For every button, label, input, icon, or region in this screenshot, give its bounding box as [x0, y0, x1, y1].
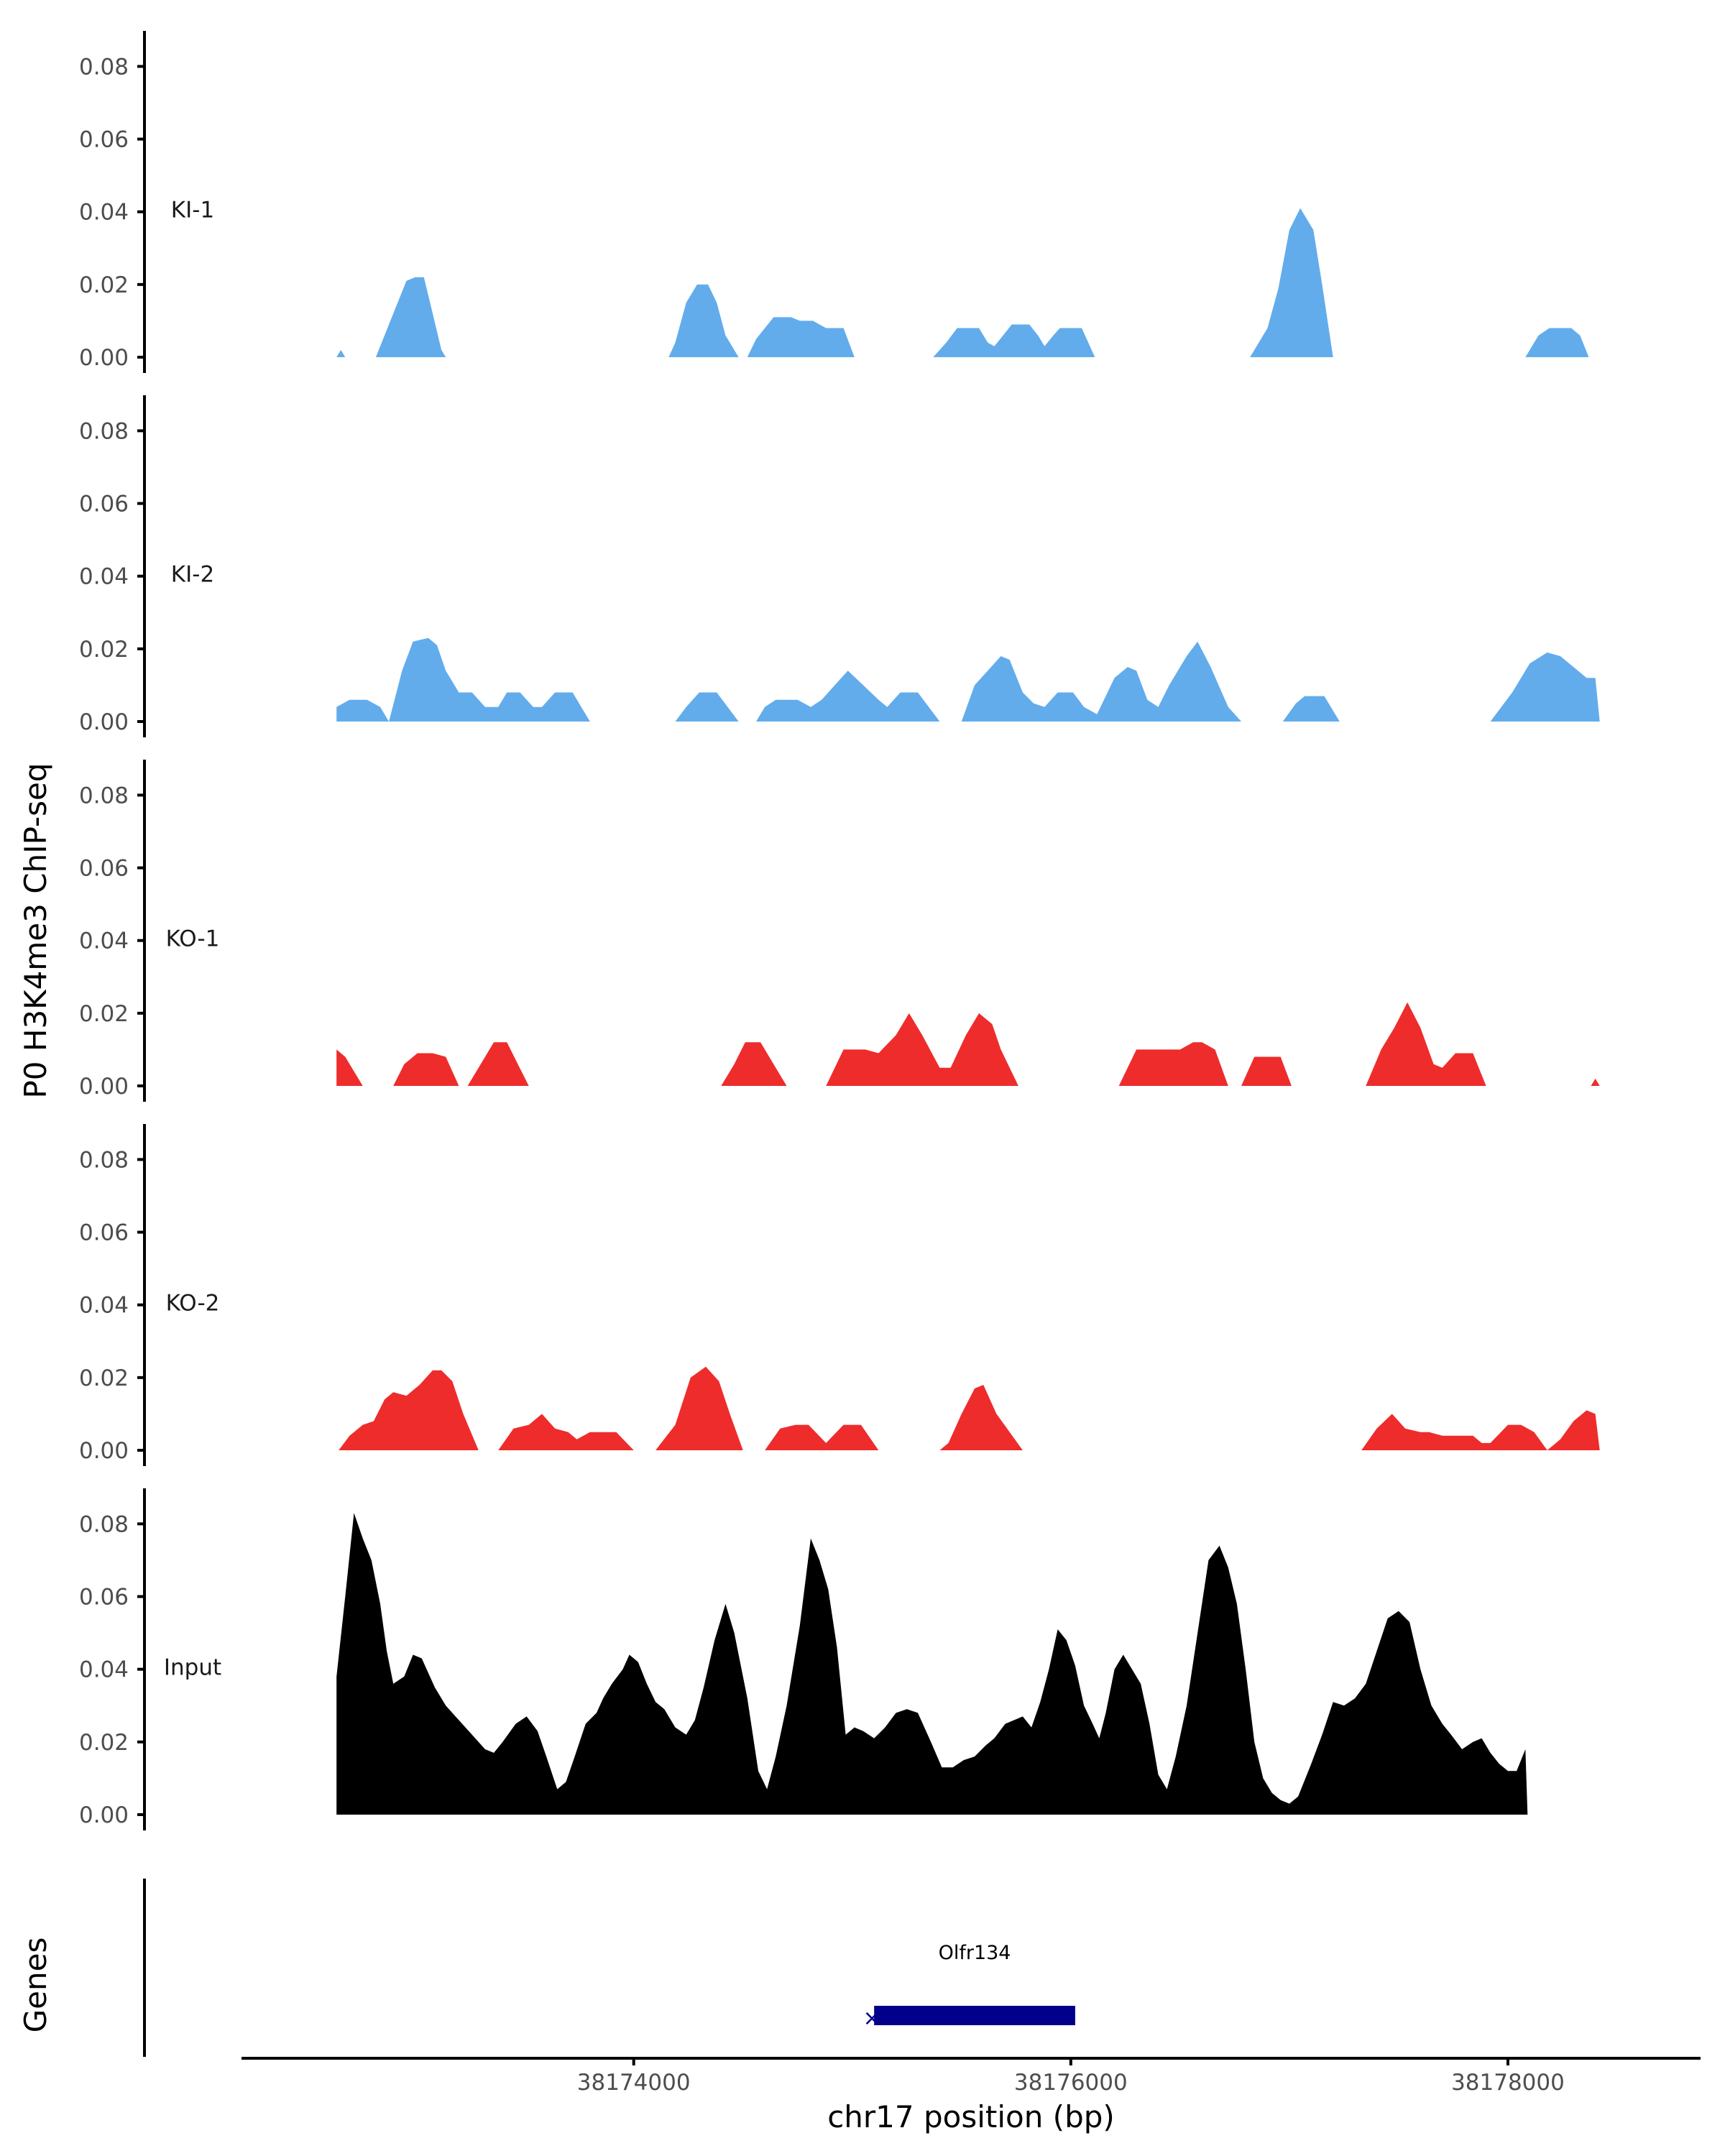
coverage-peak [467, 1042, 529, 1086]
coverage-peak [1591, 1078, 1600, 1086]
coverage-peak [933, 324, 1095, 357]
y-tick-label: 0.04 [79, 200, 129, 226]
coverage-peak [656, 1366, 743, 1450]
y-tick-label: 0.02 [79, 1365, 129, 1391]
y-tick-label: 0.08 [79, 54, 129, 80]
coverage-peak [668, 284, 739, 357]
coverage-peak [336, 699, 390, 722]
coverage-peak [1361, 1410, 1600, 1450]
track-KO-2: 0.00 0.02 0.04 0.06 0.08 KO-2 [79, 1124, 1600, 1466]
genes-panel: Genes Olfr134 × [18, 1879, 1075, 2057]
y-tick-label: 0.06 [79, 127, 129, 153]
tracks-group: 0.00 0.02 0.04 0.06 0.08 KI-1 0.00 0.02 0.04 0.06… [79, 31, 1600, 1830]
y-tick-label: 0.08 [79, 1511, 129, 1537]
y-tick-label: 0.02 [79, 1001, 129, 1027]
gene-label: Olfr134 [939, 1942, 1011, 1964]
y-tick-label: 0.08 [79, 783, 129, 808]
y-tick-label: 0.06 [79, 856, 129, 882]
y-tick-label: 0.00 [79, 709, 129, 735]
x-ticks: 38174000 38176000 38178000 [577, 2058, 1565, 2096]
track-KO-1: 0.00 0.02 0.04 0.06 0.08 KO-1 [79, 760, 1600, 1102]
coverage-peak [336, 1513, 1528, 1815]
y-tick-label: 0.04 [79, 564, 129, 590]
x-tick-label: 38174000 [577, 2070, 691, 2096]
coverage-peak [826, 1013, 1018, 1086]
coverage-peak [389, 637, 590, 722]
x-tick-label: 38178000 [1451, 2070, 1565, 2096]
y-tick-label: 0.04 [79, 1293, 129, 1319]
y-tick-label: 0.06 [79, 1220, 129, 1246]
y-tick-label: 0.02 [79, 1730, 129, 1756]
coverage-peak [756, 671, 940, 722]
coverage-peak [1490, 652, 1600, 722]
x-tick-label: 38176000 [1014, 2070, 1128, 2096]
y-tick-label: 0.08 [79, 1147, 129, 1173]
coverage-peak [1118, 1042, 1228, 1086]
x-axis-title: chr17 position (bp) [827, 2099, 1115, 2134]
coverage-peak [675, 692, 739, 722]
track-KI-1: 0.00 0.02 0.04 0.06 0.08 KI-1 [79, 31, 1589, 373]
y-tick-label: 0.08 [79, 418, 129, 444]
y-axis-title: P0 H3K4me3 ChIP-seq [18, 763, 53, 1098]
y-tick-label: 0.02 [79, 272, 129, 298]
coverage-peak [393, 1053, 459, 1086]
y-tick-label: 0.06 [79, 492, 129, 517]
x-axis: 38174000 38176000 38178000 chr17 position … [242, 2057, 1701, 2134]
track-label: KI-1 [171, 198, 214, 224]
coverage-peak [1250, 208, 1333, 357]
track-Input: 0.00 0.02 0.04 0.06 0.08 Input [79, 1488, 1528, 1830]
track-label: KO-2 [166, 1291, 220, 1317]
y-tick-label: 0.02 [79, 637, 129, 663]
coverage-peak [339, 1370, 479, 1450]
coverage-peak [336, 1049, 363, 1086]
y-tick-label: 0.06 [79, 1585, 129, 1611]
coverage-peak [1282, 696, 1340, 722]
gene-strand-marker: × [863, 2006, 881, 2031]
coverage-peak [1366, 1002, 1486, 1086]
coverage-peak [765, 1424, 879, 1450]
y-tick-label: 0.04 [79, 929, 129, 954]
coverage-peak [1525, 328, 1589, 357]
coverage-peak [747, 317, 855, 357]
track-label: KI-2 [171, 562, 214, 588]
coverage-peak [375, 277, 446, 357]
track-KI-2: 0.00 0.02 0.04 0.06 0.08 KI-2 [79, 395, 1600, 737]
track-label: KO-1 [166, 926, 220, 952]
track-label: Input [164, 1655, 221, 1681]
y-tick-label: 0.00 [79, 1802, 129, 1828]
gene-body [874, 2006, 1075, 2025]
y-tick-label: 0.00 [79, 345, 129, 371]
y-tick-label: 0.04 [79, 1657, 129, 1683]
coverage-peak [939, 1385, 1023, 1450]
coverage-peak [498, 1414, 634, 1450]
y-tick-label: 0.00 [79, 1438, 129, 1464]
genes-axis-title: Genes [18, 1938, 53, 2033]
coverage-peak [961, 641, 1241, 722]
y-tick-label: 0.00 [79, 1074, 129, 1100]
coverage-peak [1241, 1056, 1292, 1086]
coverage-peak [721, 1042, 787, 1086]
coverage-peak [336, 349, 346, 357]
